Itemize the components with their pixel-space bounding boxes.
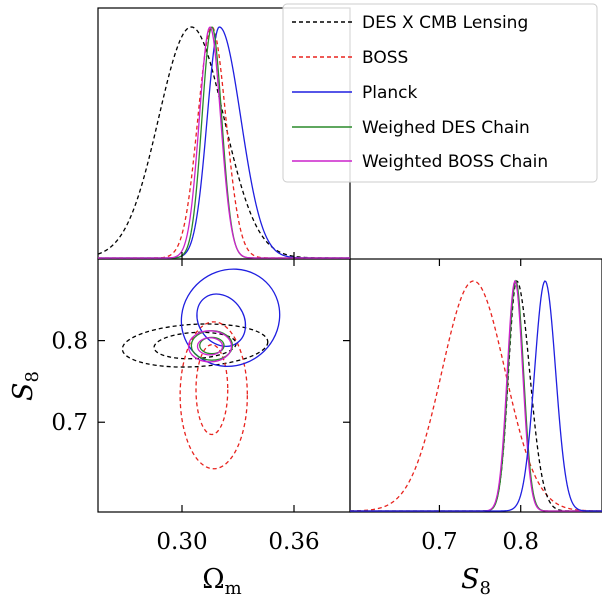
x-axis-label-s8: S8 bbox=[461, 564, 491, 597]
x-tick-label-s8-1: 0.8 bbox=[502, 529, 539, 555]
s8-marginal-des-x-cmb-lensing bbox=[350, 280, 602, 512]
s8-marginal-planck bbox=[350, 280, 602, 512]
contour-boss-95 bbox=[179, 321, 248, 470]
x-axis-label-omega-m: Ωm bbox=[202, 564, 241, 597]
legend-label-planck: Planck bbox=[362, 83, 418, 103]
omega-m-marginal-curves bbox=[98, 26, 350, 259]
legend-label-weighed-des: Weighed DES Chain bbox=[362, 118, 530, 138]
s8-marginal-boss bbox=[350, 280, 602, 512]
s8-marginal-weighed-des-chain bbox=[350, 279, 602, 512]
omega-m-marginal-weighted-boss-chain bbox=[98, 26, 350, 259]
omega-m-s8-contours bbox=[121, 268, 281, 470]
contour-weighted-boss-chain-68 bbox=[196, 337, 224, 356]
x-tick-label-omega-m-0: 0.30 bbox=[156, 529, 207, 555]
y-tick-label-s8-0: 0.8 bbox=[51, 329, 88, 355]
legend-box bbox=[282, 3, 598, 183]
legend-label-weighted-boss: Weighted BOSS Chain bbox=[362, 152, 548, 172]
panel-s8-marginal bbox=[349, 258, 602, 513]
axis-ticks bbox=[98, 252, 522, 512]
omega-m-marginal-des-x-cmb-lensing bbox=[98, 26, 350, 259]
x-tick-label-s8-0: 0.7 bbox=[421, 529, 458, 555]
s8-marginal-weighted-boss-chain bbox=[350, 279, 602, 512]
s8-marginal-curves bbox=[350, 279, 602, 512]
contour-boss-68 bbox=[195, 344, 229, 436]
contour-planck-68 bbox=[196, 293, 247, 347]
legend: DES X CMB Lensing BOSS Planck Weighed DE… bbox=[282, 3, 598, 183]
y-tick-label-s8-1: 0.7 bbox=[51, 410, 88, 436]
x-tick-label-omega-m-1: 0.36 bbox=[268, 529, 319, 555]
contour-des-x-cmb-lensing-95 bbox=[121, 323, 269, 368]
y-axis-label-s8: S8 bbox=[8, 371, 43, 401]
contour-planck-95 bbox=[180, 268, 281, 368]
contour-weighted-boss-chain-95 bbox=[187, 330, 233, 363]
panel-omega-m-s8-contours bbox=[97, 258, 351, 513]
legend-label-des-cmb: DES X CMB Lensing bbox=[362, 13, 528, 33]
legend-label-boss: BOSS bbox=[362, 48, 408, 68]
